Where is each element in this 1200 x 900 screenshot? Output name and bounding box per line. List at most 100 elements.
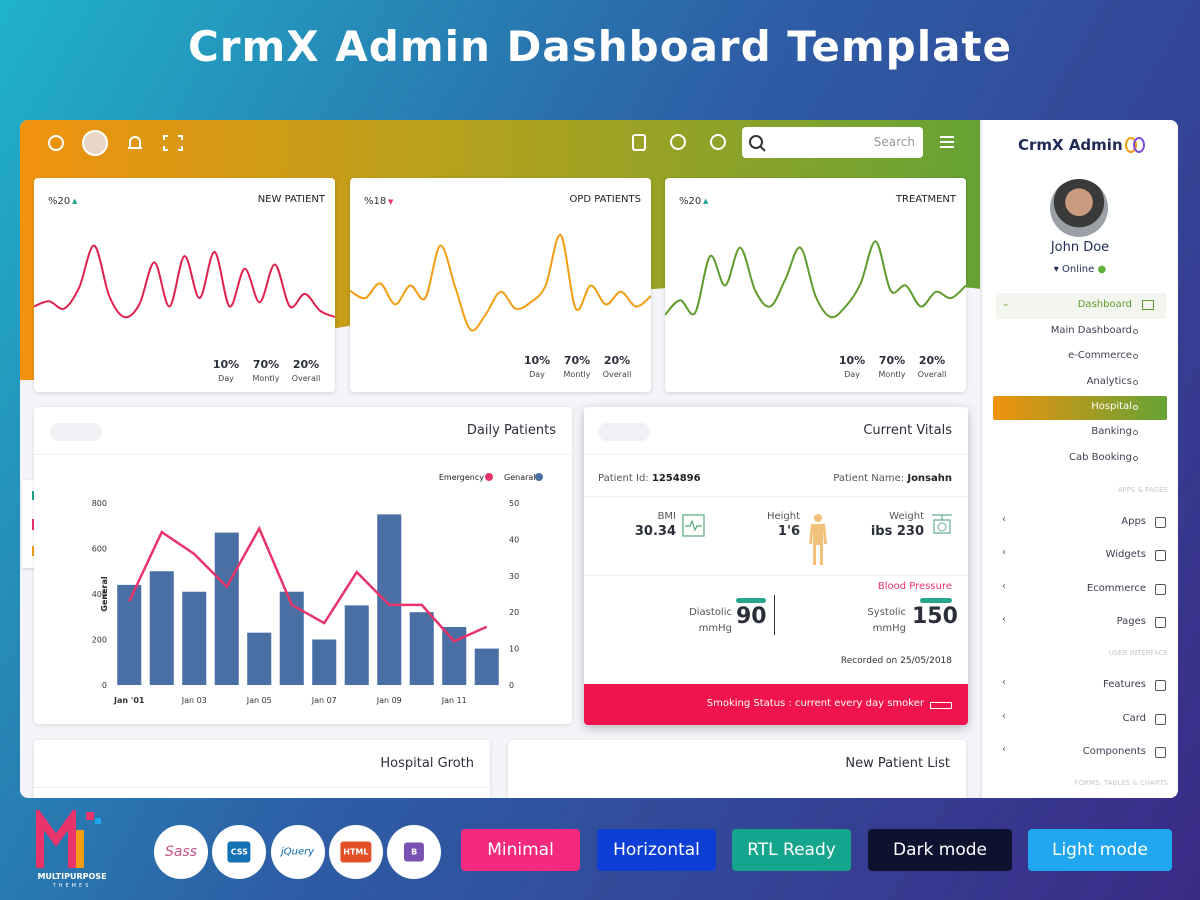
submenu-dot [1133,354,1138,360]
y2-tick-label: 0 [509,681,514,690]
panel-search[interactable] [50,423,102,441]
line [128,525,488,643]
sparkline-chart [34,244,335,319]
systolic: 150 [912,604,958,629]
chevron: ‹ [1002,514,1006,525]
y-tick-label: 200 [92,636,107,645]
avatar[interactable] [1050,179,1108,237]
submenu-dot [1133,379,1138,385]
separator [774,595,775,635]
stat-label: Montly [563,370,591,379]
divider [584,454,968,455]
stat-value: 10% [523,354,551,367]
feature-button[interactable]: Light mode [1028,829,1172,871]
recorded: Recorded on 25/05/2018 [840,656,952,666]
systolic-unit: mmHg [872,623,906,634]
menu-item[interactable]: Components [1082,745,1146,757]
x-tick-label: Jan 05 [246,696,272,705]
stat-label: Day [529,370,545,379]
y2-tick-label: 10 [509,645,519,654]
tech-logo: CSS [212,825,267,879]
sparkline [350,234,651,332]
bar [409,612,434,685]
divider [584,575,968,576]
legend-dot [535,473,543,481]
body-icon [809,514,827,565]
stat-label: Overall [291,374,321,383]
submenu-item[interactable]: Cab Booking [1069,451,1132,463]
stat-value: 70% [563,354,591,367]
hospital-panel: Hospital Groth [34,740,490,798]
menu-row[interactable]: ⌄ Dashboard [996,293,1166,319]
active-row[interactable] [993,395,1167,420]
menu-icon [1155,616,1166,628]
user-status: ▾ Online ● [1053,264,1107,275]
trend-arrow: ▲ [72,197,78,205]
y2-tick-label: 50 [509,499,519,508]
x-tick-label: Jan 09 [376,696,402,705]
submenu-dot [1133,329,1138,334]
stat-card: %18 ▼ OPD PATIENTS 10% Day 70% Montly 20% Overal… [350,178,651,392]
bmi-icon [682,514,705,537]
x-tick-label: Jan '01 [113,696,145,705]
chevron: ‹ [1002,743,1006,755]
daily-patients-chart: 0 200 400 600 800 0 10 20 30 40 50 General Jan '01 Ja… [92,473,543,705]
bar [117,584,142,685]
bmi: 30.34 [634,524,676,539]
stat-label: Montly [252,374,280,383]
mt-brand-sub: THEMES [52,883,92,889]
submenu-item[interactable]: Hospital [1091,400,1132,412]
y2-tick-label: 20 [509,608,519,617]
tech-logo: HTML [328,825,383,879]
submenu-item[interactable]: Main Dashboard [1050,325,1132,336]
submenu-item[interactable]: Banking [1091,426,1132,438]
trend-arrow: ▼ [388,198,394,206]
height: 1'6 [777,524,800,539]
feature-button[interactable]: RTL Ready [732,829,851,871]
status-dot: ● [1097,264,1107,275]
cigarette-icon [930,702,952,709]
change: %18 [364,196,387,207]
systolic-label: Systolic [867,607,906,618]
weight-label: Weight [889,511,924,522]
bmi-label: BMI [657,511,676,522]
feature-button[interactable]: Minimal [461,829,580,871]
height-label: Height [766,511,800,522]
menu-item[interactable]: Ecommerce [1086,582,1146,594]
menu-item[interactable]: Widgets [1105,549,1146,561]
y-tick-label: 800 [92,499,107,508]
divider [34,454,572,455]
bar [442,626,467,685]
stat-label: Overall [917,370,947,379]
sparkline-chart [350,234,651,332]
menu-item[interactable]: Card [1122,712,1146,724]
sparkline [34,244,335,319]
menu-item[interactable]: Pages [1116,615,1146,627]
submenu-item[interactable]: Analytics [1086,375,1132,387]
menu-icon [1155,680,1166,692]
menu-item[interactable]: Apps [1121,516,1146,527]
y-tick-label: 0 [102,681,107,690]
value: Jonsahn [907,473,952,484]
user-name: John Doe [1050,240,1110,255]
stat-label: Day [218,374,234,383]
legend-label: Genaral [504,473,536,482]
menu-icon [1155,583,1166,595]
button-label: RTL Ready [747,840,836,860]
stat-value: 20% [603,354,631,367]
submenu-item[interactable]: e-Commerce [1067,350,1132,362]
feature-button[interactable]: Dark mode [868,829,1012,871]
panel-search[interactable] [598,423,650,441]
bar [247,632,272,685]
menu-item: Dashboard [1077,299,1132,310]
button-label: Minimal [487,840,554,860]
search-box[interactable]: Search [742,127,923,158]
menu-item[interactable]: Features [1103,679,1146,691]
label: Patient Name: [833,473,905,484]
feature-button[interactable]: Horizontal [597,829,716,871]
stat-label: Day [844,370,860,379]
section-label: USER INTERFACE [1108,649,1168,658]
bar [344,605,369,685]
stat-card: %20 ▲ TREATMENT 10% Day 70% Montly 20% Overall [665,178,966,392]
x-tick-label: Jan 07 [311,696,337,705]
